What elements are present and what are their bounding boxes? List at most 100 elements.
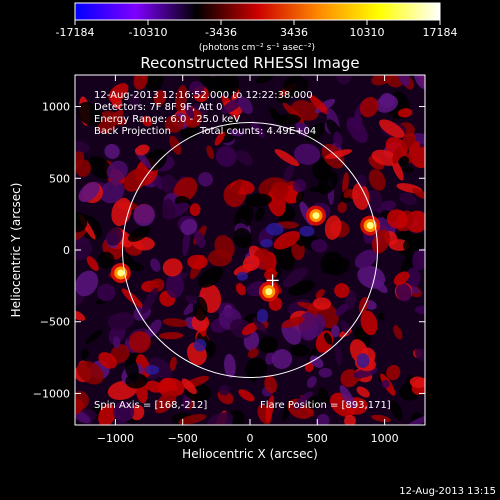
emission-blob [250, 120, 265, 138]
emission-blob [414, 348, 425, 362]
emission-blob [393, 271, 410, 286]
emission-blob [241, 321, 260, 336]
colorbar-tick-label: -17184 [56, 26, 95, 39]
emission-blob [133, 75, 148, 90]
y-tick-label: −1000 [33, 387, 70, 400]
emission-blob [324, 332, 333, 345]
source-core [265, 288, 273, 296]
emission-blob [309, 185, 332, 193]
emission-blob [149, 278, 165, 293]
emission-blob [158, 332, 184, 340]
colorbar-tick-label: -10310 [129, 26, 168, 39]
emission-blob [305, 122, 326, 142]
x-tick-label: −1000 [97, 432, 134, 445]
emission-blob [162, 258, 183, 277]
emission-blob [408, 140, 425, 169]
emission-blob [128, 331, 151, 353]
emission-blob [75, 226, 89, 242]
emission-blob [189, 81, 205, 96]
annotation-method: Back Projection [94, 126, 171, 137]
emission-blob [409, 413, 425, 425]
emission-blob [76, 101, 103, 127]
emission-blob [269, 107, 283, 125]
emission-blob [75, 140, 90, 154]
emission-blob [381, 379, 390, 389]
source-core [312, 212, 320, 220]
emission-blob [106, 227, 123, 246]
emission-blob [331, 325, 340, 338]
annotation-flare-position: Flare Position = [893,171] [260, 400, 391, 411]
emission-blob [252, 317, 267, 334]
emission-blob [147, 319, 162, 337]
emission-blob [97, 283, 116, 302]
emission-blob [324, 149, 353, 159]
emission-blob [283, 164, 295, 183]
x-tick-label: 0 [247, 432, 254, 445]
emission-blob [87, 156, 113, 180]
emission-blob [215, 145, 237, 167]
colorbar-tick-label: -3436 [205, 26, 237, 39]
emission-blob [245, 193, 272, 207]
emission-blob [318, 367, 333, 378]
emission-blob [185, 295, 198, 305]
emission-blob [219, 384, 230, 396]
emission-map [75, 75, 425, 425]
emission-blob [75, 246, 86, 261]
emission-blob [371, 414, 391, 423]
emission-blob [274, 149, 300, 167]
emission-blob [169, 356, 177, 372]
emission-blob [358, 296, 369, 313]
emission-blob [112, 336, 121, 349]
emission-blob [130, 404, 145, 421]
emission-blob-negative [356, 353, 370, 368]
spin-axis-marker [266, 274, 279, 287]
colorbar-ticks: -17184 -10310 -3436 3436 10310 17184 [56, 20, 458, 39]
emission-blob [112, 401, 135, 422]
emission-blob [108, 312, 135, 331]
emission-blob [293, 143, 321, 165]
emission-blob [162, 198, 176, 221]
emission-blob [399, 192, 417, 206]
emission-blob [133, 204, 156, 227]
emission-blob [238, 389, 255, 402]
emission-blob [100, 180, 125, 204]
emission-blob [75, 270, 99, 297]
emission-blob [397, 108, 413, 118]
emission-blob [135, 144, 150, 156]
chart-title: Reconstructed RHESSI Image [140, 54, 359, 72]
annotation-detectors: Detectors: 7F 8F 9F, Att 0 [94, 102, 222, 113]
emission-blob [141, 287, 159, 314]
emission-blob-negative [299, 225, 315, 237]
emission-blob [346, 117, 368, 144]
emission-blob [228, 178, 242, 201]
x-tick-label: 500 [307, 432, 328, 445]
x-tick-label: −500 [168, 432, 198, 445]
emission-blob [198, 172, 213, 187]
emission-blob [310, 239, 328, 253]
emission-blob [415, 305, 425, 315]
y-tick-label: 0 [63, 244, 70, 257]
emission-blob [189, 203, 201, 216]
x-tick-label: 1000 [371, 432, 399, 445]
emission-blob [184, 103, 195, 120]
emission-blob [282, 267, 308, 288]
emission-blob [283, 75, 309, 96]
emission-blob [344, 414, 356, 425]
emission-blob [412, 133, 425, 146]
emission-blob [153, 90, 167, 106]
emission-blob [187, 254, 208, 270]
emission-blob [86, 256, 99, 272]
bright-sources [110, 205, 381, 302]
emission-blob [273, 230, 301, 250]
emission-blob [342, 171, 349, 195]
emission-blob [78, 182, 100, 203]
emission-blob [264, 375, 277, 394]
emission-blob [309, 95, 330, 115]
emission-blob [313, 297, 332, 310]
emission-blob [75, 411, 91, 424]
x-axis-ticks: −1000 −500 0 500 1000 [97, 75, 399, 445]
emission-blob-negative [265, 222, 284, 236]
emission-blob [309, 355, 324, 368]
emission-blob [259, 336, 278, 354]
colorbar-tick-label: 10310 [349, 26, 384, 39]
